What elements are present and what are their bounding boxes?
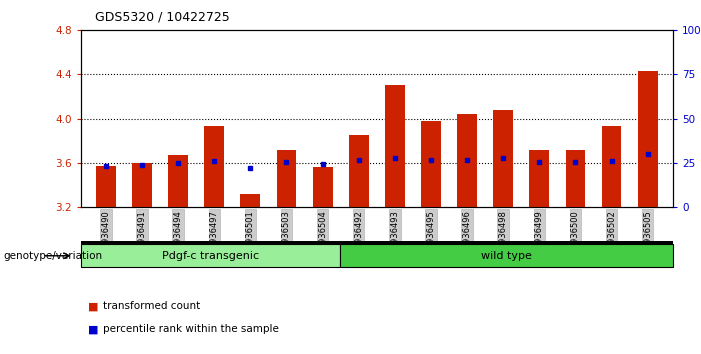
- Bar: [385, 85, 404, 207]
- Bar: [277, 149, 297, 207]
- Bar: [421, 121, 441, 207]
- Bar: [566, 149, 585, 207]
- Bar: [349, 135, 369, 207]
- Text: percentile rank within the sample: percentile rank within the sample: [103, 324, 279, 334]
- Text: wild type: wild type: [481, 251, 532, 261]
- Text: transformed count: transformed count: [103, 301, 200, 311]
- Bar: [638, 71, 658, 207]
- Text: Pdgf-c transgenic: Pdgf-c transgenic: [162, 251, 259, 261]
- Bar: [313, 167, 332, 207]
- Text: ■: ■: [88, 324, 98, 334]
- Text: ■: ■: [88, 301, 98, 311]
- Text: genotype/variation: genotype/variation: [4, 251, 102, 261]
- Bar: [96, 166, 116, 207]
- Bar: [494, 110, 513, 207]
- Bar: [601, 126, 622, 207]
- Bar: [529, 149, 550, 207]
- Bar: [457, 114, 477, 207]
- Bar: [204, 126, 224, 207]
- Bar: [132, 163, 152, 207]
- Text: GDS5320 / 10422725: GDS5320 / 10422725: [95, 11, 229, 24]
- Bar: [168, 155, 188, 207]
- Bar: [240, 194, 260, 207]
